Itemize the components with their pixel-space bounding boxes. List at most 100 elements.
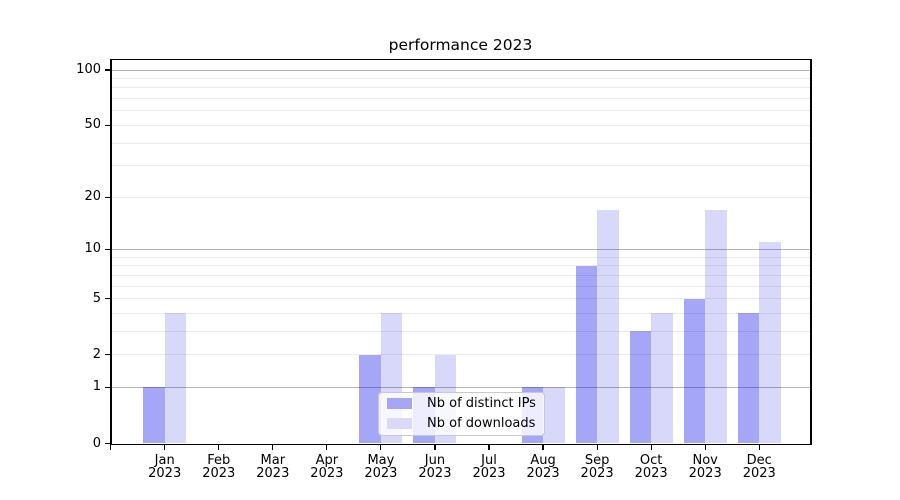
x-label-month: Jun: [424, 453, 446, 468]
bar-downloads-sep: [597, 209, 619, 444]
x-label-month: Nov: [692, 453, 718, 468]
x-label-month: Jul: [481, 453, 497, 468]
chart-title: performance 2023: [388, 36, 533, 54]
x-tick-edge: [110, 445, 112, 450]
gridline-minor: [111, 87, 810, 89]
x-label-month: May: [367, 453, 395, 468]
x-label-year: 2023: [148, 465, 182, 481]
x-tick-label-mar: Mar 2023: [245, 453, 301, 481]
gridline-minor: [111, 78, 810, 80]
x-tick-apr: [326, 445, 328, 450]
x-tick-jul: [488, 445, 490, 450]
spine-right: [810, 58, 812, 445]
x-label-year: 2023: [364, 465, 398, 481]
legend-label: Nb of downloads: [427, 416, 536, 431]
y-tick-label-0: 0: [92, 435, 101, 451]
x-label-year: 2023: [256, 465, 290, 481]
y-tick-10: [105, 248, 110, 251]
x-label-month: Apr: [315, 453, 339, 468]
x-tick-nov: [704, 445, 706, 450]
x-label-month: Mar: [260, 453, 286, 468]
x-label-year: 2023: [310, 465, 344, 481]
x-label-month: Aug: [530, 453, 556, 468]
x-tick-dec: [758, 445, 760, 450]
gridline-minor: [111, 256, 810, 258]
x-tick-label-feb: Feb 2023: [191, 453, 247, 481]
legend-item-distinct-ips: Nb of distinct IPs: [386, 396, 537, 411]
y-tick-50: [105, 124, 110, 126]
gridline-minor: [111, 142, 810, 144]
x-tick-label-apr: Apr 2023: [299, 453, 355, 481]
bar-ips-oct: [629, 331, 652, 444]
legend-label: Nb of distinct IPs: [427, 396, 536, 411]
gridline-minor: [111, 110, 810, 112]
gridline-minor: [111, 330, 810, 332]
x-label-year: 2023: [580, 465, 614, 481]
bar-ips-may: [359, 354, 381, 444]
y-tick-20: [105, 196, 110, 198]
y-tick-label-10: 10: [84, 241, 101, 257]
x-tick-label-aug: Aug 2023: [515, 453, 571, 481]
x-label-year: 2023: [472, 465, 506, 481]
bar-downloads-dec: [759, 242, 781, 444]
legend: Nb of distinct IPs Nb of downloads: [378, 391, 545, 436]
legend-item-downloads: Nb of downloads: [386, 416, 537, 431]
x-tick-may: [380, 445, 382, 450]
legend-swatch: [387, 398, 412, 409]
x-label-year: 2023: [634, 465, 668, 481]
gridline-minor: [111, 312, 810, 314]
y-tick-5: [105, 297, 110, 300]
x-tick-label-jun: Jun 2023: [407, 453, 463, 481]
y-tick-label-2: 2: [92, 346, 101, 362]
gridline-minor: [111, 124, 810, 126]
gridline-minor: [111, 98, 810, 100]
gridline-minor: [111, 285, 810, 287]
gridline-minor: [111, 354, 810, 356]
x-tick-jan: [164, 445, 166, 450]
x-label-month: Dec: [746, 453, 772, 468]
gridline-minor: [111, 196, 810, 198]
y-tick-label-20: 20: [84, 189, 101, 205]
x-tick-label-nov: Nov 2023: [677, 453, 733, 481]
x-tick-label-jan: Jan 2023: [137, 453, 193, 481]
x-label-month: Oct: [639, 453, 663, 468]
x-label-year: 2023: [418, 465, 452, 481]
y-tick-label-50: 50: [84, 117, 101, 133]
gridline-major: [111, 386, 810, 388]
gridline-minor: [111, 274, 810, 276]
bar-ips-sep: [575, 265, 598, 444]
bar-ips-dec: [737, 313, 760, 444]
x-tick-label-oct: Oct 2023: [623, 453, 679, 481]
y-tick-label-5: 5: [92, 290, 101, 306]
spine-bottom: [110, 443, 812, 445]
x-label-year: 2023: [688, 465, 722, 481]
y-tick-label-100: 100: [76, 62, 101, 78]
bar-downloads-jan: [164, 313, 187, 444]
spine-left: [110, 58, 112, 445]
legend-swatch: [387, 418, 412, 429]
y-tick-label-1: 1: [92, 379, 101, 395]
x-label-month: Feb: [207, 453, 231, 468]
x-tick-label-jul: Jul 2023: [461, 453, 517, 481]
x-label-year: 2023: [526, 465, 560, 481]
plot-area: [111, 60, 810, 444]
gridline-minor: [111, 165, 810, 167]
y-tick-100: [105, 69, 110, 71]
x-tick-oct: [650, 445, 652, 450]
x-tick-aug: [542, 445, 544, 450]
bar-ips-jan: [143, 387, 165, 444]
x-label-month: Sep: [584, 453, 610, 468]
spine-top: [110, 58, 812, 60]
y-tick-1: [105, 386, 110, 388]
x-label-month: Jan: [154, 453, 175, 468]
gridline-major: [111, 248, 810, 250]
gridline-minor: [111, 265, 810, 267]
x-label-year: 2023: [202, 465, 236, 481]
x-tick-label-sep: Sep 2023: [569, 453, 625, 481]
bar-downloads-aug: [543, 387, 565, 444]
x-tick-sep: [596, 445, 598, 450]
x-tick-mar: [272, 445, 274, 450]
bar-ips-nov: [683, 298, 706, 444]
y-tick-2: [105, 354, 110, 356]
